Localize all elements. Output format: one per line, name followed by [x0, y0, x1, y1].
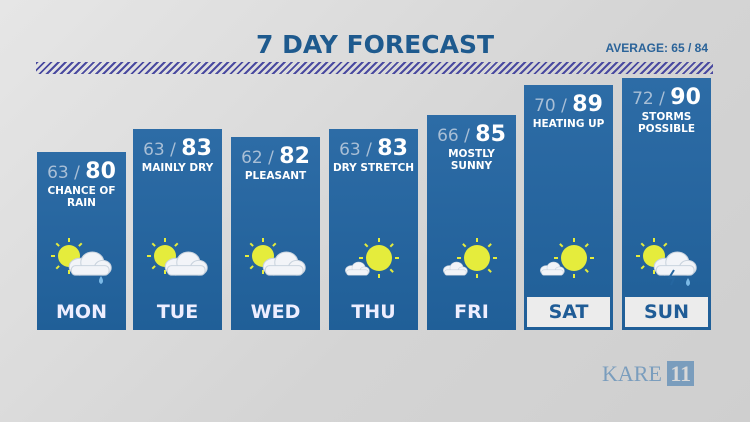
low-temp: 70 [534, 96, 556, 116]
temps: 63 / 83 [143, 136, 212, 161]
temps: 70 / 89 [534, 92, 603, 117]
partly-cloudy-icon [245, 238, 306, 276]
partly-cloudy-icon [147, 238, 208, 276]
high-temp: 90 [670, 85, 701, 110]
condition-text: MOSTLY SUNNY [448, 148, 495, 172]
forecast-column-wed: 62 / 82 PLEASANT WED [231, 137, 320, 330]
low-temp: 63 [47, 163, 69, 183]
temps: 66 / 85 [437, 122, 506, 147]
forecast-column-sun: 72 / 90 STORMS POSSIBLE SUN [622, 78, 711, 330]
page-title: 7 DAY FORECAST [255, 30, 495, 59]
forecast-column-mon: 63 / 80 CHANCE OF RAIN MON [37, 152, 126, 330]
forecast-column-sat: 70 / 89 HEATING UP SAT [524, 85, 613, 330]
temps: 72 / 90 [632, 85, 701, 110]
kare11-logo: KARE 11 [602, 361, 695, 387]
hatch-divider [36, 62, 713, 74]
day-label: MON [56, 301, 107, 323]
low-temp: 63 [143, 140, 165, 160]
high-temp: 83 [181, 136, 212, 161]
temps: 63 / 80 [47, 159, 116, 184]
storm-icon [636, 238, 697, 286]
low-temp: 63 [339, 140, 361, 160]
temps: 62 / 82 [241, 144, 310, 169]
condition-text: HEATING UP [532, 118, 605, 130]
average-temps: AVERAGE: 65 / 84 [605, 41, 708, 55]
day-label: SAT [527, 297, 610, 327]
high-temp: 85 [475, 122, 506, 147]
day-label: FRI [454, 301, 489, 323]
low-temp: 72 [632, 89, 654, 109]
partly-cloudy-rain-icon [51, 238, 112, 284]
forecast-column-thu: 63 / 83 DRY STRETCH THU [329, 129, 418, 330]
low-temp: 62 [241, 148, 263, 168]
condition-text: STORMS POSSIBLE [637, 111, 696, 135]
high-temp: 80 [85, 159, 116, 184]
low-temp: 66 [437, 126, 459, 146]
day-label: TUE [156, 301, 199, 323]
high-temp: 89 [572, 92, 603, 117]
mostly-sunny-icon [345, 238, 399, 278]
forecast-column-fri: 66 / 85 MOSTLY SUNNY FRI [427, 115, 516, 330]
condition-text: DRY STRETCH [332, 162, 415, 174]
day-label: SUN [625, 297, 708, 327]
day-label: THU [351, 301, 396, 323]
condition-text: CHANCE OF RAIN [47, 185, 116, 209]
condition-text: MAINLY DRY [141, 162, 214, 174]
high-temp: 83 [377, 136, 408, 161]
day-label: WED [250, 301, 301, 323]
mostly-sunny-icon [443, 238, 497, 278]
forecast-column-tue: 63 / 83 MAINLY DRY TUE [133, 129, 222, 330]
mostly-sunny-icon [540, 238, 594, 278]
high-temp: 82 [279, 144, 310, 169]
condition-text: PLEASANT [244, 170, 307, 182]
temps: 63 / 83 [339, 136, 408, 161]
